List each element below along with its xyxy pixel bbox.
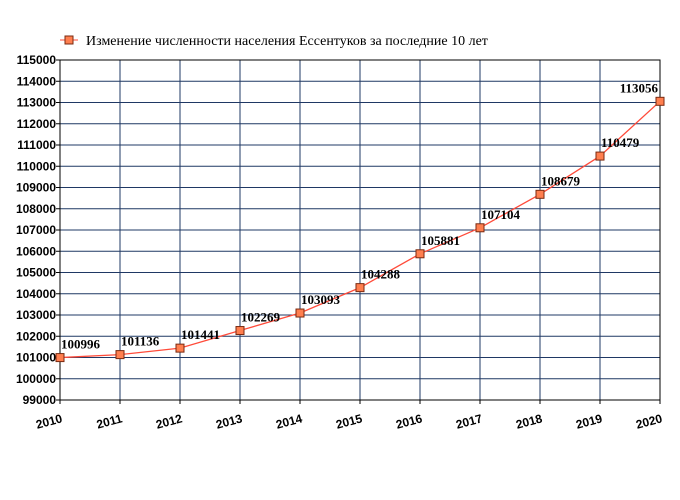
data-point — [655, 96, 665, 106]
y-tick-label: 108000 — [16, 202, 56, 216]
plot-area: 99000 100000 101000 102000 103000 104000 10500… — [16, 53, 665, 432]
data-point — [55, 353, 65, 363]
y-tick-label: 101000 — [16, 351, 56, 365]
data-label: 110479 — [601, 135, 640, 150]
x-tick-label: 2019 — [574, 411, 604, 432]
y-tick-label: 104000 — [16, 287, 56, 301]
data-point — [295, 308, 305, 318]
x-tick-label: 2013 — [214, 411, 244, 432]
x-tick-label: 2017 — [454, 411, 484, 432]
y-tick-label: 106000 — [16, 244, 56, 258]
y-tick-label: 110000 — [17, 159, 57, 173]
x-tick-label: 2010 — [34, 411, 64, 432]
x-tick-label: 2015 — [334, 411, 364, 432]
x-tick-label: 2016 — [394, 411, 424, 432]
x-tick-label: 2020 — [634, 411, 664, 432]
y-tick-label: 109000 — [16, 181, 56, 195]
data-point — [115, 350, 125, 360]
y-tick-label: 107000 — [16, 223, 56, 237]
x-tick-label: 2018 — [514, 411, 544, 432]
data-point — [355, 283, 365, 293]
data-point — [595, 151, 605, 161]
data-label: 104288 — [361, 267, 401, 282]
plot-frame — [59, 59, 661, 401]
y-tick-label: 114000 — [17, 74, 57, 88]
y-tick-label: 113000 — [17, 96, 57, 110]
x-tick-label: 2011 — [95, 411, 124, 431]
legend-marker — [64, 35, 74, 45]
data-label: 100996 — [61, 337, 101, 352]
x-tick-label: 2014 — [274, 411, 304, 432]
data-point — [475, 223, 485, 233]
data-label: 113056 — [620, 80, 659, 95]
legend-label: Изменение численности населения Ессентук… — [86, 34, 488, 49]
data-label: 102269 — [241, 310, 281, 325]
y-tick-label: 115000 — [17, 53, 57, 67]
data-label: 107104 — [481, 207, 521, 222]
data-point — [415, 249, 425, 259]
x-tick-label: 2012 — [154, 411, 184, 432]
y-tick-label: 103000 — [16, 308, 56, 322]
data-label: 101441 — [181, 327, 220, 342]
y-tick-label: 112000 — [17, 117, 57, 131]
y-tick-label: 100000 — [16, 372, 56, 386]
legend: Изменение численности населения Ессентук… — [60, 34, 488, 49]
data-label: 103093 — [301, 292, 341, 307]
data-point — [535, 189, 545, 199]
y-tick-label: 111000 — [17, 138, 56, 152]
y-tick-label: 99000 — [23, 393, 57, 407]
data-point — [235, 326, 245, 336]
y-tick-label: 102000 — [16, 329, 56, 343]
data-label: 108679 — [541, 173, 581, 188]
y-tick-label: 105000 — [16, 266, 56, 280]
data-label: 105881 — [421, 233, 460, 248]
data-point — [175, 343, 185, 353]
data-label: 101136 — [121, 334, 160, 349]
